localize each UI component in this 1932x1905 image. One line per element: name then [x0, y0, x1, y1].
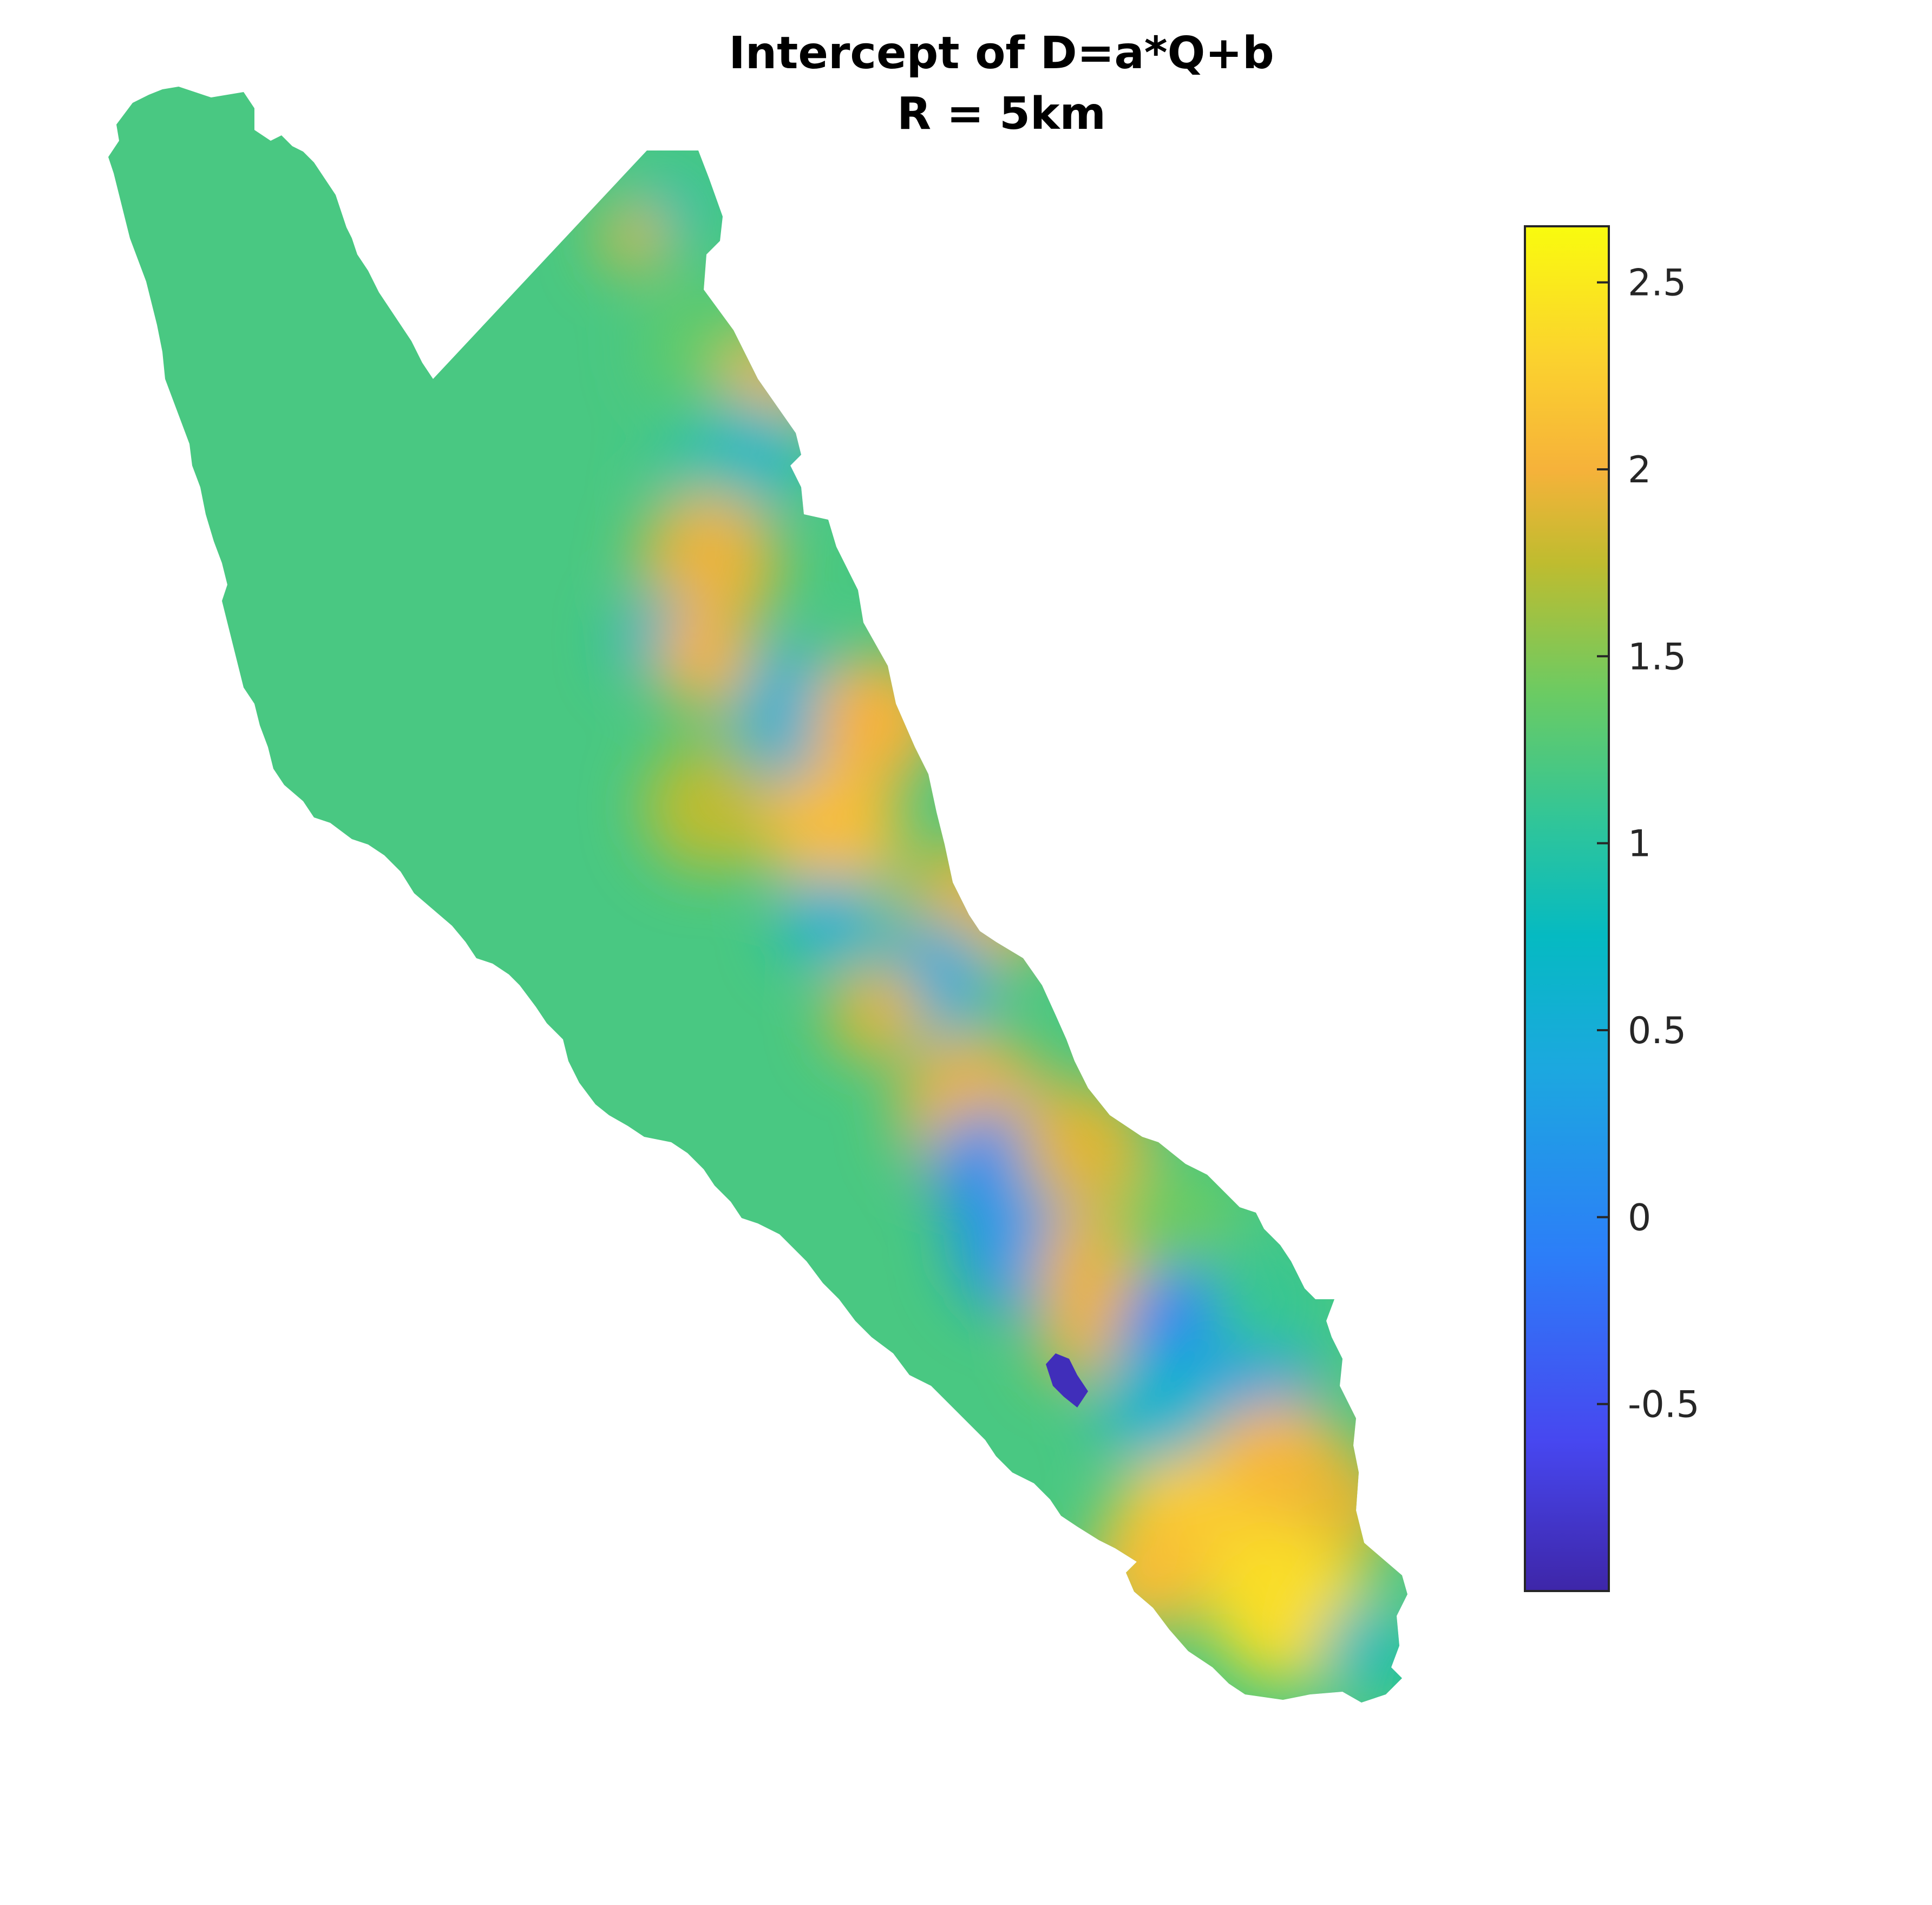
colorbar-tick-label: 2.5: [1628, 262, 1686, 305]
heatmap-cell: [1321, 1602, 1407, 1689]
heatmap-cell: [644, 742, 774, 872]
heatmap-cell: [763, 763, 904, 904]
heatmap-field: [601, 173, 1407, 1689]
heatmap-cell: [1099, 1343, 1229, 1472]
chart-subtitle: R = 5km: [897, 88, 1106, 140]
colorbar-tick-label: 0: [1628, 1196, 1651, 1239]
heatmap-cell: [780, 872, 877, 969]
colorbar: -0.5 0 0.5 1 1.5 2 2.5: [1524, 225, 1700, 1592]
colorbar-bar: [1524, 225, 1610, 1592]
colorbar-tick-label: 1.5: [1628, 636, 1686, 678]
heatmap-cell: [601, 206, 666, 271]
colorbar-ticks: -0.5 0 0.5 1 1.5 2 2.5: [1597, 262, 1700, 1426]
heatmap-cell: [1305, 1456, 1402, 1554]
colorbar-tick-label: -0.5: [1628, 1384, 1700, 1426]
heatmap-cell: [1088, 1516, 1207, 1635]
colorbar-tick-label: 1: [1628, 823, 1651, 866]
heatmap-cell: [655, 612, 752, 709]
heatmap-cell: [1207, 1240, 1326, 1359]
chart-title: Intercept of D=a*Q+b: [729, 28, 1274, 79]
heatmap-cell: [1115, 1164, 1234, 1283]
heatmap-cell: [828, 964, 926, 1061]
colorbar-tick-label: 2: [1628, 449, 1651, 492]
heatmap-low-patch: [1046, 1353, 1088, 1408]
colorbar-tick-label: 0.5: [1628, 1010, 1686, 1052]
